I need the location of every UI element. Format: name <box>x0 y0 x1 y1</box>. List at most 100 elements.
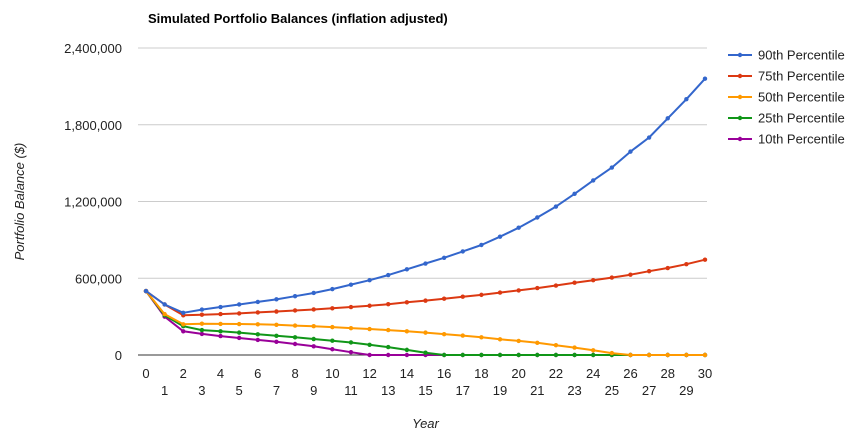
data-point-10th-percentile <box>348 349 354 355</box>
data-point-75th-percentile <box>274 309 279 314</box>
data-point-75th-percentile <box>553 283 559 288</box>
x-tick-label: 29 <box>679 383 693 398</box>
series-line-75th-percentile <box>145 258 706 317</box>
legend-marker <box>737 94 743 100</box>
data-point-10th-percentile <box>255 337 260 343</box>
data-point-75th-percentile <box>516 288 521 293</box>
data-point-50th-percentile <box>348 325 354 331</box>
data-point-90th-percentile <box>404 267 410 272</box>
data-point-75th-percentile <box>646 269 652 274</box>
data-point-50th-percentile <box>628 352 633 358</box>
legend-label: 90th Percentile <box>758 48 845 63</box>
data-point-90th-percentile <box>199 307 205 312</box>
data-point-10th-percentile <box>292 341 298 347</box>
data-point-10th-percentile <box>199 331 205 337</box>
legend-label: 25th Percentile <box>758 111 845 126</box>
data-point-90th-percentile <box>572 191 577 197</box>
data-point-75th-percentile <box>628 272 633 277</box>
data-point-90th-percentile <box>348 282 354 287</box>
x-tick-label: 30 <box>698 366 712 381</box>
data-point-75th-percentile <box>441 296 447 301</box>
x-tick-label: 8 <box>291 366 298 381</box>
data-point-75th-percentile <box>218 311 223 317</box>
data-point-50th-percentile <box>274 322 279 328</box>
data-point-90th-percentile <box>143 288 149 294</box>
data-point-50th-percentile <box>572 345 577 350</box>
data-point-50th-percentile <box>292 323 298 328</box>
x-tick-label: 14 <box>400 366 414 381</box>
x-tick-label: 6 <box>254 366 261 381</box>
data-point-25th-percentile <box>255 332 260 337</box>
data-point-90th-percentile <box>274 297 279 302</box>
data-point-90th-percentile <box>628 149 633 154</box>
data-point-90th-percentile <box>386 272 391 278</box>
data-point-90th-percentile <box>423 261 428 266</box>
data-point-75th-percentile <box>404 300 410 305</box>
data-point-50th-percentile <box>684 352 689 358</box>
data-point-90th-percentile <box>441 255 447 260</box>
data-point-90th-percentile <box>162 302 167 307</box>
data-point-10th-percentile <box>330 347 335 352</box>
data-point-25th-percentile <box>423 350 428 355</box>
data-point-50th-percentile <box>646 352 652 358</box>
data-point-90th-percentile <box>236 302 242 307</box>
data-point-90th-percentile <box>665 116 670 121</box>
data-point-50th-percentile <box>162 311 167 317</box>
data-point-90th-percentile <box>535 215 540 220</box>
data-point-50th-percentile <box>423 330 428 335</box>
x-axis-ticks: 0123456789101112131415161718192021222324… <box>142 366 712 398</box>
data-point-10th-percentile <box>218 333 223 339</box>
y-axis-ticks: 0 600,000 1,200,000 1,800,000 2,400,000 <box>64 41 122 363</box>
legend: 90th Percentile 75th Percentile 50th Perce… <box>728 48 845 147</box>
data-point-25th-percentile <box>236 330 242 335</box>
data-point-75th-percentile <box>348 304 354 310</box>
data-point-25th-percentile <box>348 340 354 345</box>
data-point-10th-percentile <box>311 344 316 349</box>
x-tick-label: 25 <box>605 383 619 398</box>
x-tick-label: 2 <box>180 366 187 381</box>
data-point-50th-percentile <box>535 340 540 346</box>
legend-marker <box>737 136 743 142</box>
data-point-25th-percentile <box>479 352 484 358</box>
data-point-75th-percentile <box>479 292 484 298</box>
data-point-90th-percentile <box>646 135 652 140</box>
data-point-90th-percentile <box>516 225 521 230</box>
data-point-25th-percentile <box>404 347 410 353</box>
data-point-75th-percentile <box>236 311 242 316</box>
data-point-75th-percentile <box>497 290 503 295</box>
x-tick-label: 11 <box>344 383 358 398</box>
data-point-75th-percentile <box>199 312 205 317</box>
data-point-25th-percentile <box>441 352 447 358</box>
data-point-25th-percentile <box>516 352 521 358</box>
data-point-90th-percentile <box>181 310 186 315</box>
data-point-10th-percentile <box>181 329 186 334</box>
x-tick-label: 3 <box>198 383 205 398</box>
data-point-50th-percentile <box>404 329 410 334</box>
data-point-75th-percentile <box>609 275 615 280</box>
data-point-75th-percentile <box>311 307 316 312</box>
data-point-50th-percentile <box>330 324 335 330</box>
x-tick-label: 12 <box>362 366 376 381</box>
data-point-10th-percentile <box>367 352 372 358</box>
data-point-50th-percentile <box>218 321 223 327</box>
data-point-25th-percentile <box>572 352 577 358</box>
data-point-10th-percentile <box>386 352 391 358</box>
x-tick-label: 13 <box>381 383 395 398</box>
data-point-25th-percentile <box>591 352 596 358</box>
y-axis-title: Portfolio Balance ($) <box>12 143 27 261</box>
data-point-25th-percentile <box>553 352 559 358</box>
x-tick-label: 1 <box>161 383 168 398</box>
data-point-75th-percentile <box>535 285 540 291</box>
y-tick-label: 600,000 <box>75 271 122 286</box>
x-tick-label: 0 <box>142 366 149 381</box>
data-point-50th-percentile <box>665 352 670 358</box>
x-tick-label: 4 <box>217 366 224 381</box>
x-tick-label: 9 <box>310 383 317 398</box>
data-point-25th-percentile <box>386 344 391 350</box>
x-tick-label: 24 <box>586 366 600 381</box>
data-point-90th-percentile <box>255 299 260 305</box>
data-point-75th-percentile <box>684 261 689 267</box>
data-point-25th-percentile <box>218 329 223 334</box>
data-point-75th-percentile <box>702 257 708 262</box>
